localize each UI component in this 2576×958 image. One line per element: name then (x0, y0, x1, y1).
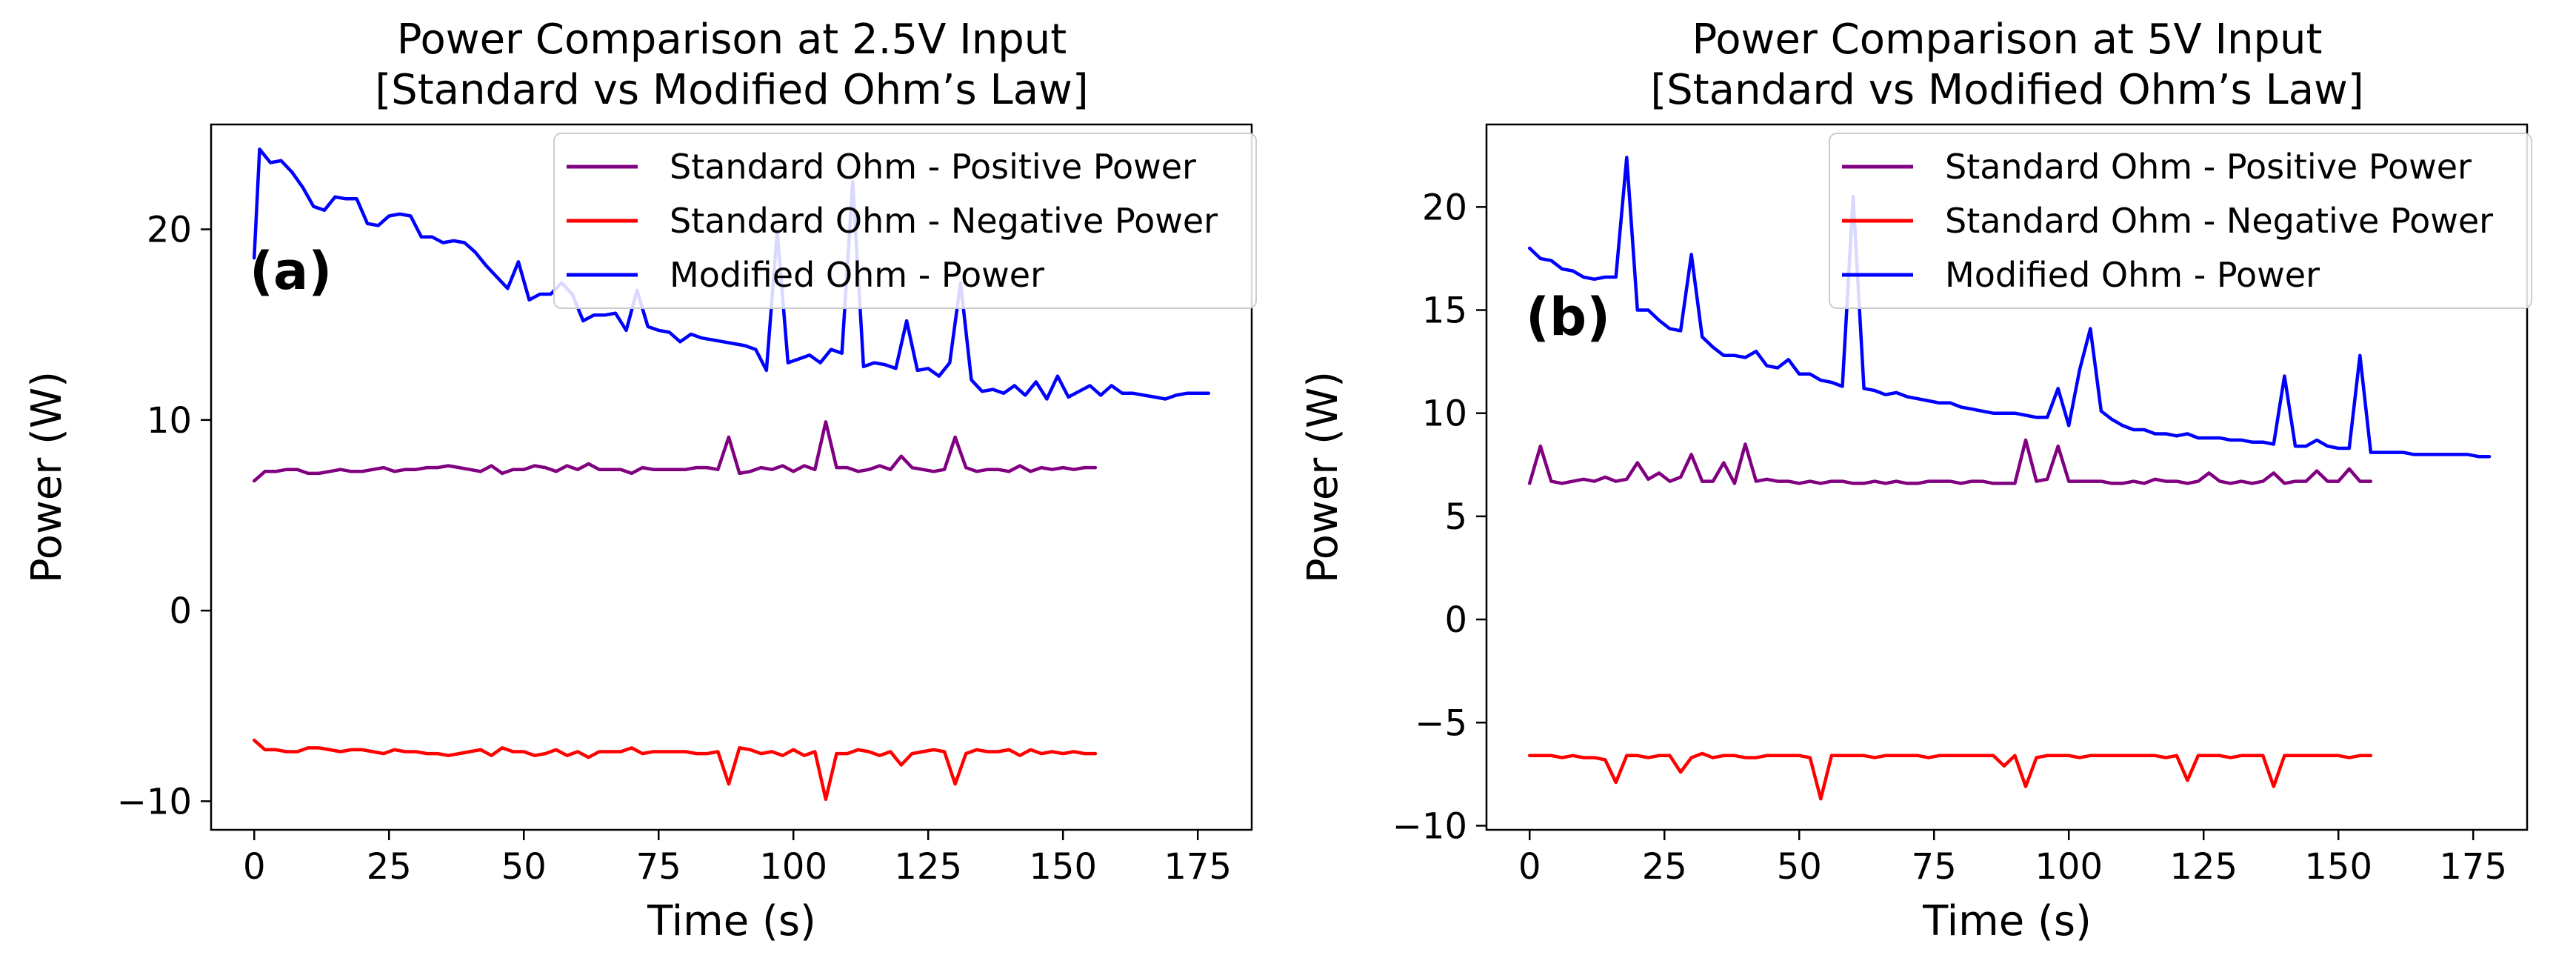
chart-a-y-axis-label: Power (W) (23, 371, 71, 583)
chart-a-x-tick-label-4: 100 (759, 846, 827, 888)
chart-a-legend-positive: Standard Ohm - Positive Power (670, 147, 1196, 187)
chart-a-series-positive-line (252, 420, 1098, 483)
chart-a-x-tick-label-3: 75 (636, 846, 681, 888)
chart-b-y-tick-label-5: 15 (1422, 290, 1467, 332)
chart-b-plot-frame (1485, 123, 2529, 831)
chart-b-y-tick-label-3: 5 (1444, 496, 1467, 538)
chart-a-y-tick-label-2: 10 (147, 400, 192, 442)
chart-a-x-tick-label-2: 50 (501, 846, 547, 888)
chart-b-title-line2: [Standard vs Modified Ohm’s Law] (1650, 66, 2363, 114)
chart-b-series-lines (1527, 156, 2492, 801)
chart-b-x-tick-label-2: 50 (1777, 846, 1822, 888)
chart-a-title-line1: Power Comparison at 2.5V Input (397, 16, 1067, 64)
chart-b-y-tick-label-2: 0 (1444, 599, 1467, 641)
chart-b-panel-label: (b) (1526, 287, 1610, 347)
chart-a-y-tick-label-3: 20 (147, 210, 192, 251)
chart-a-series-lines (252, 147, 1211, 802)
chart-b-y-axis-label: Power (W) (1299, 371, 1347, 583)
chart-b-x-tick-label-6: 150 (2304, 846, 2372, 888)
chart-a-legend-box (553, 133, 1257, 309)
chart-b-series-negative-line (1527, 751, 2373, 801)
chart-a-x-tick-label-5: 125 (894, 846, 962, 888)
chart-b-x-tick-label-1: 25 (1642, 846, 1687, 888)
chart-b-x-tick-label-0: 0 (1518, 846, 1541, 888)
chart-a-legend: Standard Ohm - Positive Power Standard O… (553, 133, 1257, 309)
chart-b-legend-negative: Standard Ohm - Negative Power (1945, 201, 2493, 241)
chart-a-panel-label: (a) (250, 241, 332, 302)
chart-a-plot-frame (210, 123, 1253, 831)
chart-b-y-tick-label-4: 10 (1422, 393, 1467, 435)
chart-b-ticks: 0 25 50 75 100 125 150 175 −10 −5 0 5 10 15 20 (1392, 187, 2507, 888)
chart-b-x-tick-label-3: 75 (1912, 846, 1957, 888)
chart-b-legend-positive: Standard Ohm - Positive Power (1945, 147, 2472, 187)
chart-a-title-line2: [Standard vs Modified Ohm’s Law] (375, 66, 1088, 114)
chart-b-legend-modified: Modified Ohm - Power (1945, 255, 2320, 295)
chart-b-x-axis-label: Time (s) (1922, 897, 2092, 945)
chart-b-y-tick-label-1: −5 (1415, 702, 1467, 744)
chart-a-x-tick-label-0: 0 (243, 846, 266, 888)
chart-b-series-modified-line (1527, 156, 2492, 459)
chart-a-ticks: 0 25 50 75 100 125 150 175 −10 0 10 20 (117, 210, 1232, 888)
chart-a-legend-modified: Modified Ohm - Power (670, 255, 1044, 295)
chart-a-series-negative-line (252, 738, 1098, 802)
chart-a-x-axis-label: Time (s) (647, 897, 816, 945)
chart-b-title-line1: Power Comparison at 5V Input (1692, 16, 2322, 64)
chart-b-y-tick-label-6: 20 (1422, 187, 1467, 228)
chart-a-legend-negative: Standard Ohm - Negative Power (670, 201, 1218, 241)
chart-b-x-tick-label-4: 100 (2035, 846, 2103, 888)
chart-b-x-tick-label-5: 125 (2169, 846, 2238, 888)
chart-a: Power Comparison at 2.5V Input [Standard… (23, 16, 1257, 945)
chart-b-series-positive-line (1527, 438, 2373, 485)
chart-a-x-tick-label-1: 25 (367, 846, 412, 888)
chart-b-y-tick-label-0: −10 (1392, 805, 1467, 847)
chart-a-x-tick-label-6: 150 (1029, 846, 1097, 888)
chart-b-x-tick-label-7: 175 (2439, 846, 2507, 888)
chart-b: Power Comparison at 5V Input [Standard v… (1299, 16, 2532, 945)
chart-a-series-modified-line (252, 147, 1211, 401)
chart-a-y-tick-label-1: 0 (169, 591, 192, 632)
chart-b-legend: Standard Ohm - Positive Power Standard O… (1829, 133, 2532, 309)
chart-a-x-tick-label-7: 175 (1164, 846, 1232, 888)
chart-a-y-tick-label-0: −10 (117, 781, 192, 822)
chart-b-legend-box (1829, 133, 2532, 309)
